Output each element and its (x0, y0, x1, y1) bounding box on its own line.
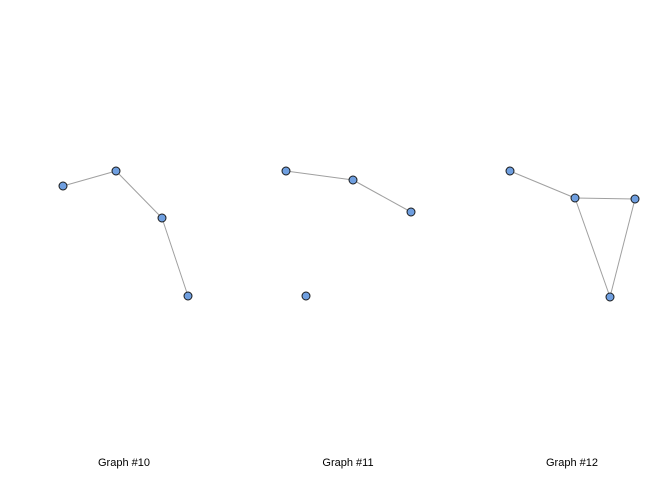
graph-edge (161, 217, 189, 297)
graph-edge (115, 170, 163, 219)
graph-node (605, 292, 615, 302)
graph-node (630, 194, 640, 204)
graph-edge (609, 198, 636, 298)
graph-panel-12: Graph #12 (505, 166, 640, 469)
graph-node (281, 166, 291, 176)
graph-edge (285, 170, 354, 181)
graph-node (183, 291, 193, 301)
edge-group (285, 170, 412, 213)
graph-edge (574, 197, 611, 298)
graph-node (157, 213, 167, 223)
graph-node (301, 291, 311, 301)
graph-edge (509, 170, 576, 199)
edge-group (509, 170, 636, 298)
graph-node (505, 166, 515, 176)
graph-node (58, 181, 68, 191)
graph-node (406, 207, 416, 217)
node-group (58, 166, 193, 301)
edge-group (62, 170, 189, 297)
graph-edge (574, 197, 636, 200)
graph-panel-11: Graph #11 (281, 166, 416, 469)
graph-edge (62, 170, 117, 187)
node-group (505, 166, 640, 302)
graph-caption: Graph #11 (322, 457, 373, 469)
node-group (281, 166, 416, 301)
graph-panel-10: Graph #10 (58, 166, 193, 469)
graph-caption: Graph #12 (546, 457, 598, 469)
graph-node (111, 166, 121, 176)
graph-node (570, 193, 580, 203)
graph-caption: Graph #10 (98, 457, 150, 469)
graph-node (348, 175, 358, 185)
graph-edge (352, 179, 412, 213)
